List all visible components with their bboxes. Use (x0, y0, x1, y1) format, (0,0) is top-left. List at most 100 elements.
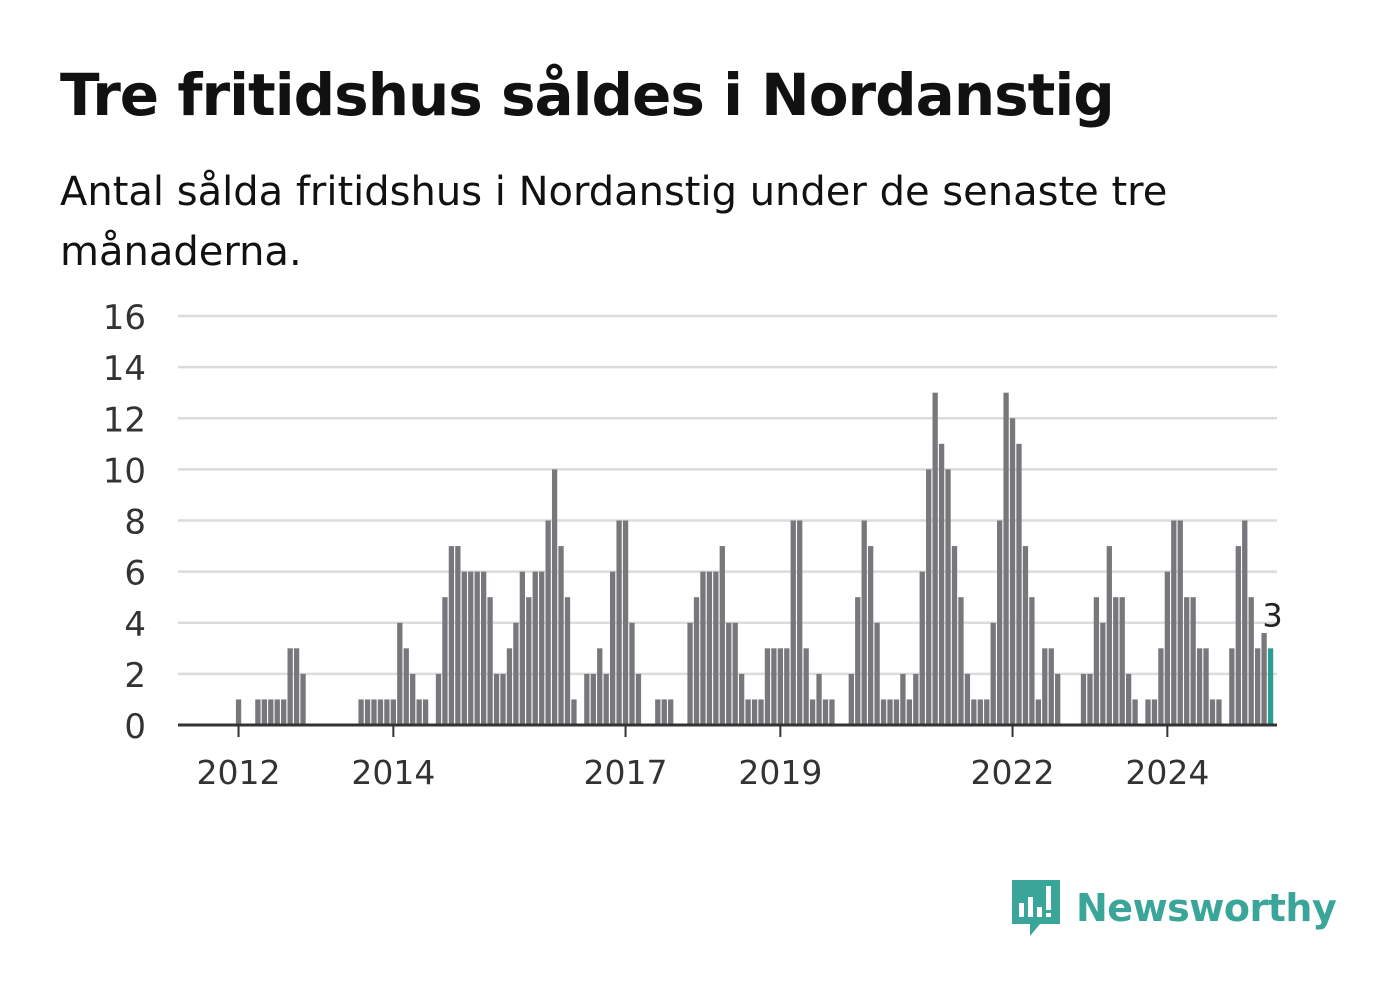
bar (603, 673, 609, 725)
bar (1009, 418, 1016, 725)
x-tick-label: 2024 (1125, 753, 1209, 792)
x-tick-label: 2019 (738, 753, 822, 792)
bar (597, 648, 603, 725)
bar-chart: 0 2 4 6 8 10 12 14 16 3 2012 2014 2017 2019 2022 2024 (103, 298, 1283, 792)
bar (945, 469, 951, 725)
bar (384, 699, 390, 725)
bar (990, 622, 996, 725)
bar (558, 546, 564, 725)
bar (468, 571, 474, 725)
bar (971, 699, 977, 725)
bar (610, 571, 616, 725)
bar (1255, 648, 1261, 725)
bar (371, 699, 377, 725)
x-tick-label: 2014 (351, 753, 435, 792)
x-tick-label: 2017 (584, 753, 668, 792)
bar (584, 673, 590, 725)
bar (951, 546, 958, 725)
bar (655, 699, 661, 725)
bar (1119, 597, 1125, 725)
bar (1248, 597, 1254, 725)
bar (364, 699, 371, 725)
y-tick-label: 16 (103, 298, 146, 338)
bar (900, 673, 906, 725)
bar (422, 699, 429, 725)
bar (629, 622, 635, 725)
bar (539, 571, 545, 725)
bar (880, 699, 887, 725)
bar (403, 648, 409, 725)
bar (493, 673, 500, 725)
bar (455, 546, 461, 725)
bar (803, 648, 809, 725)
bar (1235, 546, 1241, 725)
bar (745, 699, 751, 725)
bar (622, 520, 629, 725)
bar (1100, 622, 1106, 725)
bar (397, 622, 403, 725)
bar (571, 699, 577, 725)
y-tick-label: 6 (124, 554, 146, 594)
bar (526, 597, 532, 725)
bar (448, 546, 455, 725)
y-tick-label: 12 (103, 400, 146, 440)
bar (300, 673, 306, 725)
bar (274, 699, 280, 725)
x-tick-label: 2012 (197, 753, 281, 792)
bar (1087, 673, 1093, 725)
bar (1126, 673, 1132, 725)
bar (261, 699, 267, 725)
bar (268, 699, 274, 725)
brand-name: Newsworthy (1076, 886, 1337, 930)
bar (1093, 597, 1100, 725)
bar (893, 699, 900, 725)
bar (616, 520, 622, 725)
bar (732, 622, 738, 725)
bar (1080, 673, 1087, 725)
bar (906, 699, 912, 725)
bar (668, 699, 674, 725)
bar (287, 648, 293, 725)
bar (564, 597, 571, 725)
bar (661, 699, 667, 725)
bar (1113, 597, 1119, 725)
bar (926, 469, 932, 725)
bar (1042, 648, 1048, 725)
bar (1145, 699, 1151, 725)
bar (1151, 699, 1158, 725)
bar (235, 699, 242, 725)
bar (790, 520, 796, 725)
bar (1158, 648, 1164, 725)
bar (977, 699, 983, 725)
bar (1055, 673, 1061, 725)
bar (1029, 597, 1035, 725)
bar (797, 520, 803, 725)
newsworthy-logo-icon (1012, 880, 1060, 936)
bar (1171, 520, 1177, 725)
bar (726, 622, 732, 725)
bar (474, 571, 480, 725)
bar (958, 597, 964, 725)
bar (997, 520, 1003, 725)
bar (461, 571, 467, 725)
bar (1177, 520, 1183, 725)
bar (809, 699, 816, 725)
bar (919, 571, 925, 725)
bar (435, 673, 442, 725)
bar (281, 699, 287, 725)
y-tick-label: 0 (124, 707, 146, 747)
bar (938, 443, 945, 725)
bar (442, 597, 448, 725)
bar (706, 571, 713, 725)
x-tick-label: 2022 (971, 753, 1055, 792)
bar (293, 648, 300, 725)
bar (771, 648, 777, 725)
highlight-bar (1267, 648, 1274, 725)
bar (913, 673, 919, 725)
bar (874, 622, 880, 725)
bar (1229, 648, 1235, 725)
bar (739, 673, 745, 725)
bar (481, 571, 487, 725)
bar (751, 699, 758, 725)
bar (1048, 648, 1054, 725)
